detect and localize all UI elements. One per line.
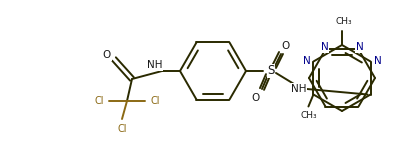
Text: CH₃: CH₃ [300, 111, 316, 120]
Text: Cl: Cl [117, 124, 126, 134]
Text: O: O [281, 41, 290, 51]
Text: O: O [251, 93, 259, 103]
Text: N: N [302, 57, 310, 66]
Text: Cl: Cl [150, 96, 159, 106]
Text: N: N [355, 42, 363, 52]
Text: CH₃: CH₃ [335, 18, 351, 27]
Text: Cl: Cl [94, 96, 103, 106]
Polygon shape [308, 49, 374, 107]
Text: O: O [103, 50, 111, 60]
Text: N: N [320, 42, 328, 52]
Text: S: S [267, 65, 274, 78]
Text: NH: NH [147, 60, 162, 70]
Text: N: N [373, 57, 381, 66]
Text: NH: NH [291, 84, 306, 94]
